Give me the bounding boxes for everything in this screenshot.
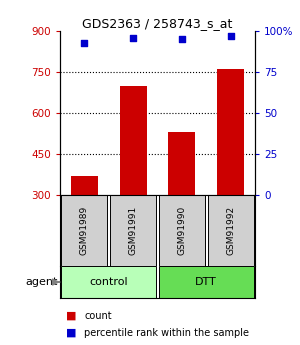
Text: GSM91990: GSM91990 [177,206,186,255]
Text: ■: ■ [66,311,76,321]
Text: percentile rank within the sample: percentile rank within the sample [84,328,249,338]
Text: GSM91991: GSM91991 [129,206,138,255]
Point [82,40,87,45]
Bar [61,195,107,266]
Bar [159,266,254,298]
Text: DTT: DTT [195,277,217,287]
Bar [120,86,146,195]
Text: ■: ■ [66,328,76,338]
Text: GSM91992: GSM91992 [226,206,235,255]
Bar [61,266,156,298]
Text: control: control [89,277,128,287]
Bar [159,195,205,266]
Bar [169,132,195,195]
Bar [71,176,98,195]
Point [228,33,233,39]
Bar [110,195,156,266]
Bar [217,69,244,195]
Point [131,35,136,40]
Text: agent: agent [25,277,58,287]
Bar [208,195,254,266]
Point [179,37,184,42]
Title: GDS2363 / 258743_s_at: GDS2363 / 258743_s_at [82,17,233,30]
Text: count: count [84,311,112,321]
Text: GSM91989: GSM91989 [80,206,89,255]
